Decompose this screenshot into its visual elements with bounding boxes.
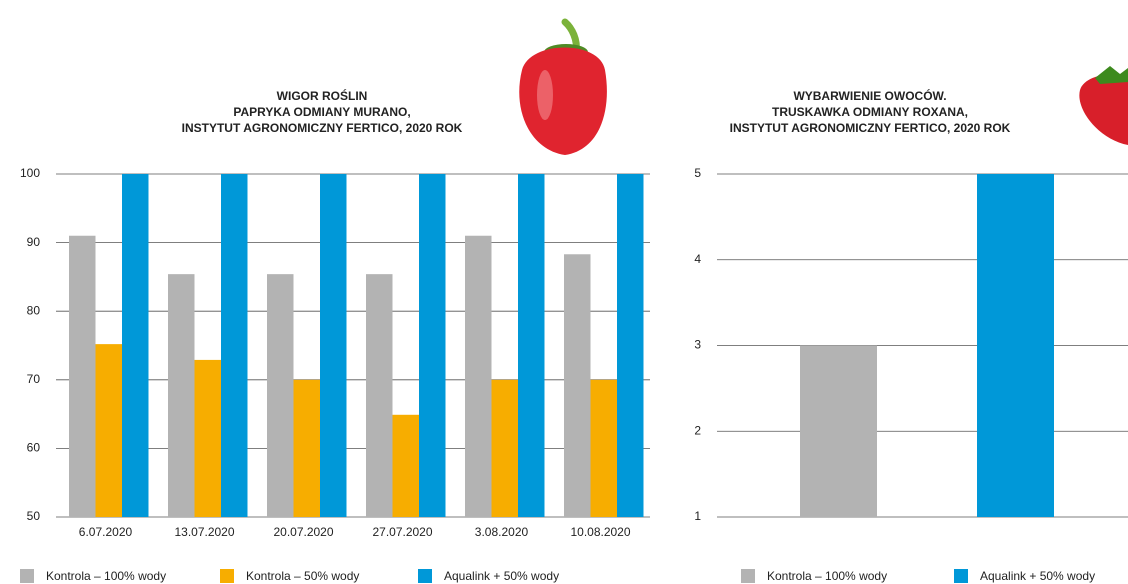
y-tick-label: 3 (694, 338, 701, 352)
legend-swatch (20, 569, 34, 583)
y-tick-label: 70 (27, 372, 41, 386)
strawberry-image (1079, 66, 1128, 145)
legend-swatch (418, 569, 432, 583)
bar (518, 174, 545, 517)
x-tick-label: 13.07.2020 (174, 525, 234, 539)
legend-label: Kontrola – 100% wody (767, 569, 887, 583)
bar (194, 359, 221, 517)
bar (69, 235, 96, 518)
x-tick-label: 10.08.2020 (570, 525, 630, 539)
y-tick-label: 4 (694, 252, 701, 266)
legend-swatch (220, 569, 234, 583)
legend-label: Kontrola – 100% wody (46, 569, 166, 583)
legend-label: Aqualink + 50% wody (980, 569, 1095, 583)
x-tick-label: 3.08.2020 (475, 525, 529, 539)
bar (392, 414, 419, 517)
chart-title: WYBARWIENIE OWOCÓW. (793, 88, 946, 103)
y-tick-label: 60 (27, 441, 41, 455)
x-tick-label: 6.07.2020 (79, 525, 133, 539)
bar (122, 174, 149, 517)
bar (221, 174, 248, 517)
legend-swatch (954, 569, 968, 583)
chart-title: WIGOR ROŚLIN (277, 88, 368, 103)
bar (419, 174, 446, 517)
bar (590, 379, 617, 517)
bar (293, 379, 320, 517)
bar (366, 274, 393, 517)
bar (977, 174, 1054, 517)
chart-title: PAPRYKA ODMIANY MURANO, (233, 105, 410, 119)
legend-label: Kontrola – 50% wody (246, 569, 359, 583)
bar (491, 379, 518, 517)
pepper-image (519, 18, 607, 155)
x-tick-label: 27.07.2020 (372, 525, 432, 539)
y-tick-label: 1 (694, 509, 701, 523)
legend-label: Aqualink + 50% wody (444, 569, 559, 583)
x-tick-label: 20.07.2020 (273, 525, 333, 539)
bar (267, 274, 294, 517)
chart-title: INSTYTUT AGRONOMICZNY FERTICO, 2020 ROK (182, 121, 463, 135)
bar (465, 235, 492, 518)
bar (168, 274, 195, 517)
y-tick-label: 100 (20, 166, 40, 180)
y-tick-label: 80 (27, 303, 41, 317)
bar (95, 344, 122, 517)
y-tick-label: 50 (27, 509, 41, 523)
bar (800, 345, 877, 517)
bar (564, 254, 591, 517)
bar (617, 174, 644, 517)
chart-title: TRUSKAWKA ODMIANY ROXANA, (772, 105, 968, 119)
y-tick-label: 90 (27, 235, 41, 249)
legend-swatch (741, 569, 755, 583)
bar (320, 174, 347, 517)
y-tick-label: 2 (694, 423, 701, 437)
y-tick-label: 5 (694, 166, 701, 180)
chart-title: INSTYTUT AGRONOMICZNY FERTICO, 2020 ROK (730, 121, 1011, 135)
